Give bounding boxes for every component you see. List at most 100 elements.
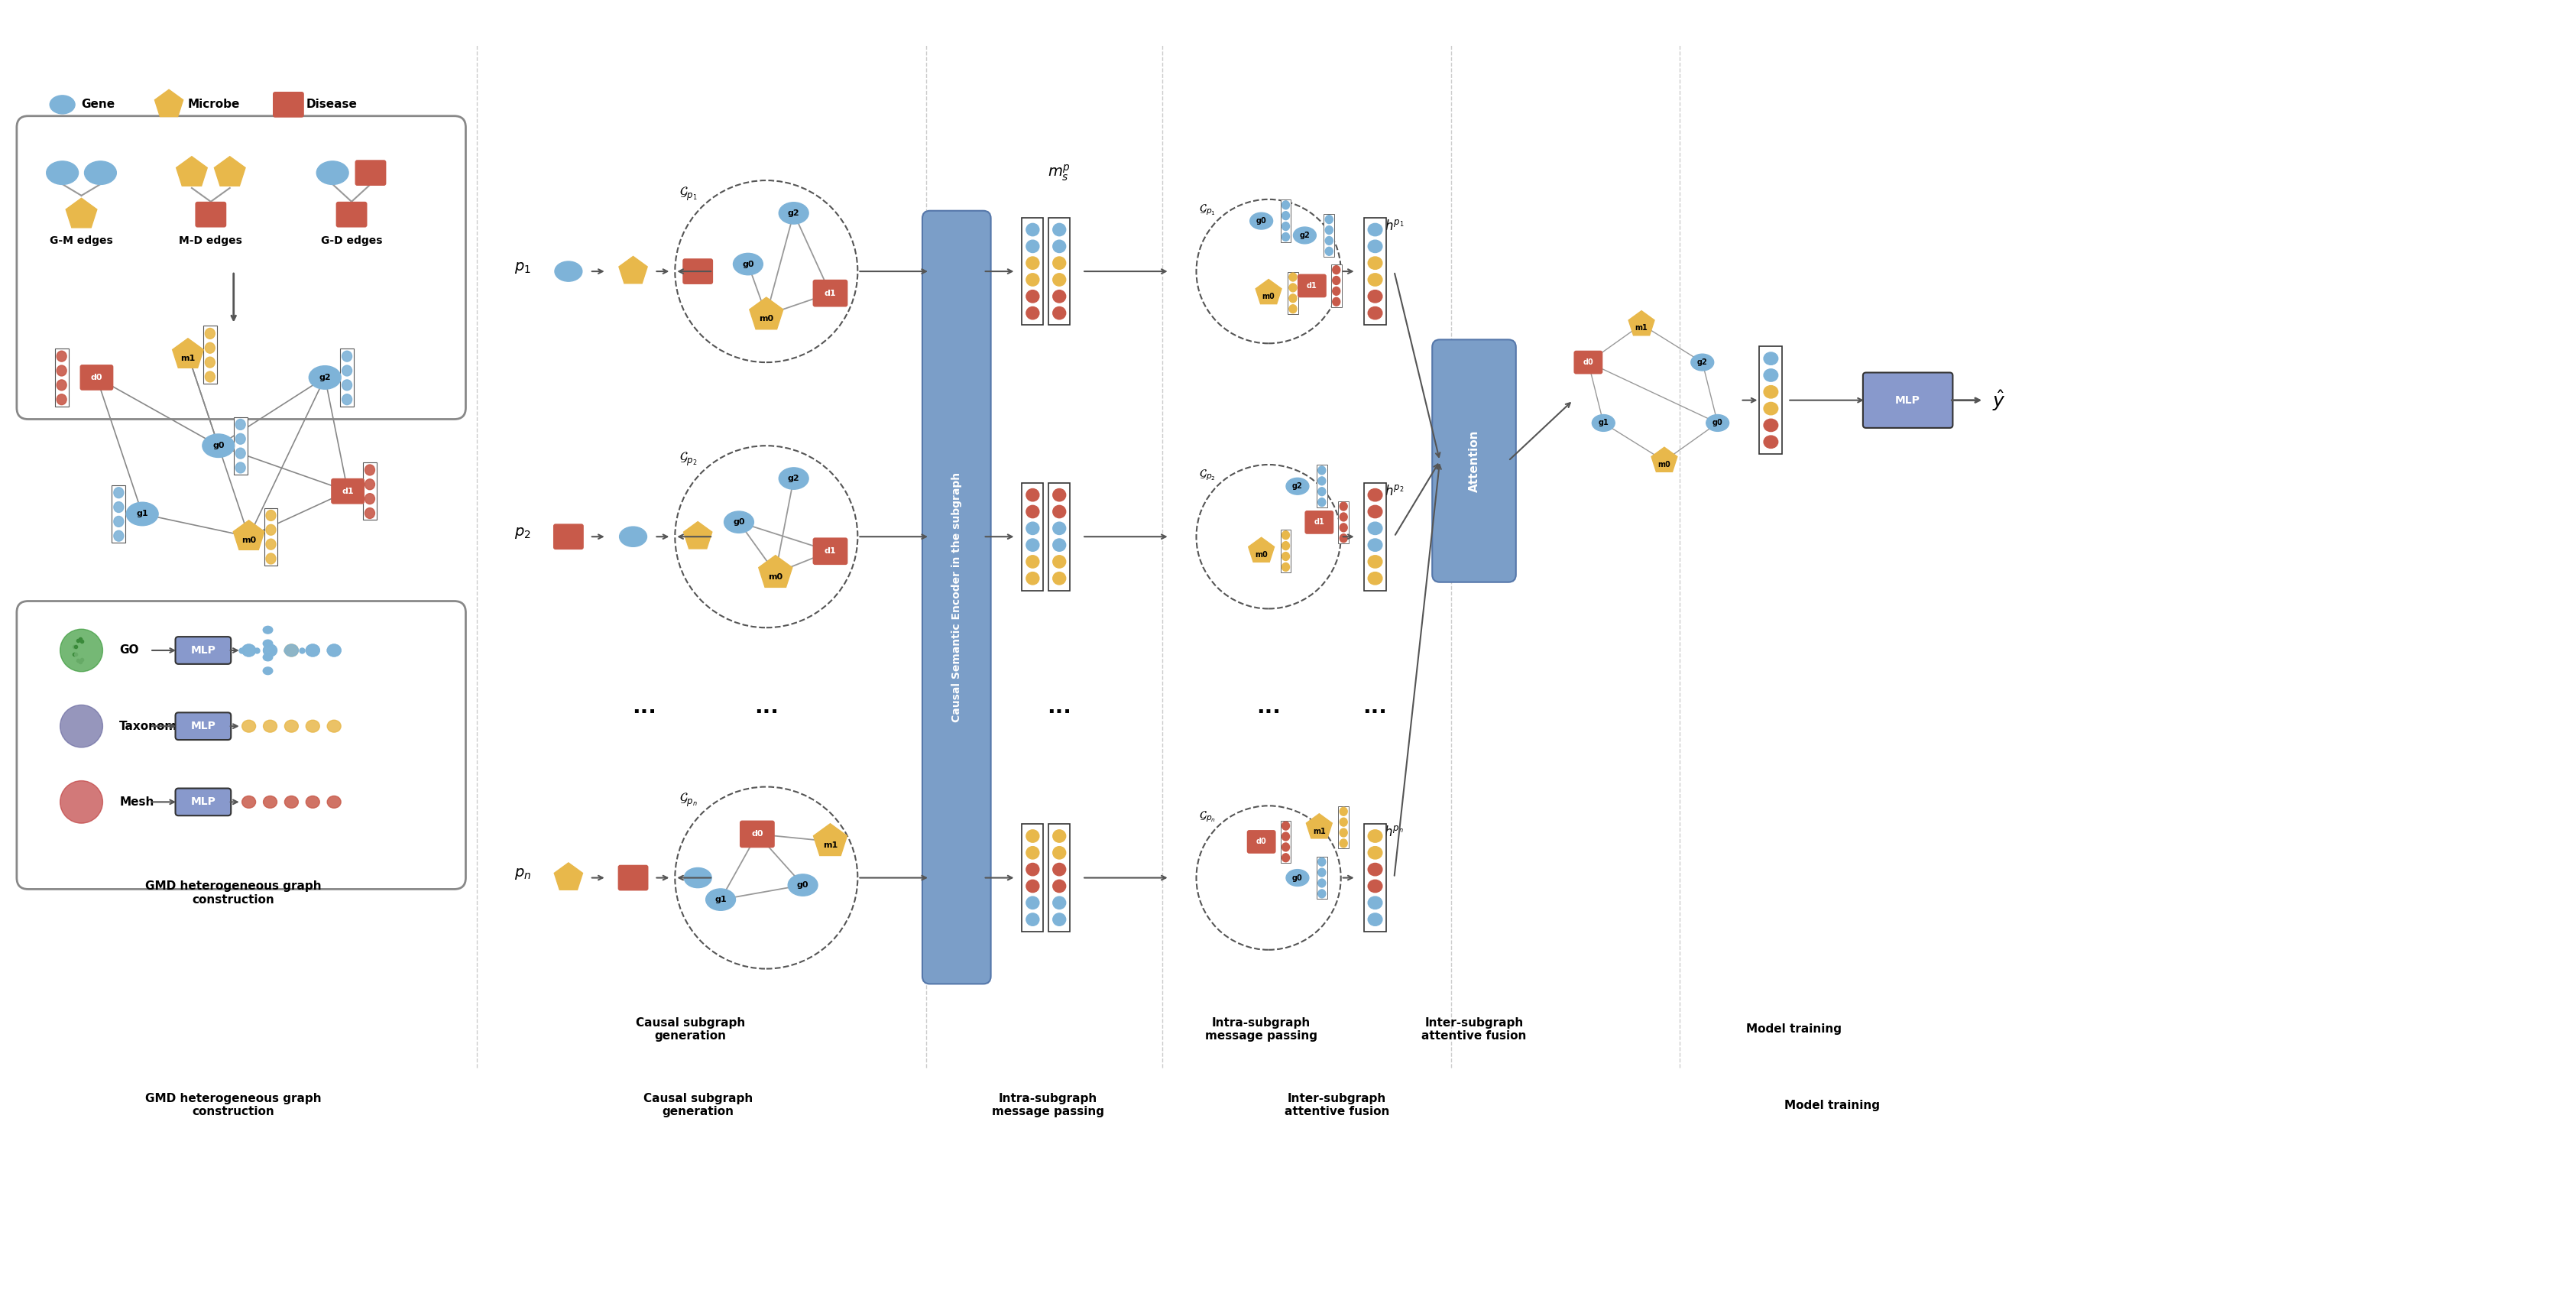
Ellipse shape xyxy=(46,161,77,185)
Text: d0: d0 xyxy=(90,373,103,381)
Ellipse shape xyxy=(1025,273,1038,286)
Text: MLP: MLP xyxy=(191,720,216,732)
Text: Gene: Gene xyxy=(82,99,116,111)
Ellipse shape xyxy=(206,343,214,354)
Text: G: G xyxy=(629,532,636,542)
Ellipse shape xyxy=(554,261,582,281)
Ellipse shape xyxy=(366,508,374,519)
Bar xyxy=(1280,530,1291,572)
Text: m0: m0 xyxy=(1659,460,1672,468)
Ellipse shape xyxy=(1319,477,1327,485)
Ellipse shape xyxy=(113,502,124,512)
Ellipse shape xyxy=(1765,402,1777,415)
FancyBboxPatch shape xyxy=(1862,373,1953,428)
Text: GO: GO xyxy=(118,645,139,656)
Ellipse shape xyxy=(234,463,245,473)
FancyBboxPatch shape xyxy=(1247,829,1275,854)
Ellipse shape xyxy=(1054,257,1066,269)
Polygon shape xyxy=(1628,311,1654,335)
Text: m1: m1 xyxy=(822,841,837,849)
Ellipse shape xyxy=(1368,224,1383,235)
Ellipse shape xyxy=(1025,846,1038,859)
Ellipse shape xyxy=(1340,534,1347,542)
Ellipse shape xyxy=(1025,290,1038,303)
Ellipse shape xyxy=(1054,846,1066,859)
Ellipse shape xyxy=(1025,523,1038,534)
Text: g0: g0 xyxy=(734,519,744,527)
Text: g0: g0 xyxy=(796,881,809,889)
Ellipse shape xyxy=(1319,879,1327,888)
Ellipse shape xyxy=(1340,818,1347,827)
Ellipse shape xyxy=(618,527,647,547)
Ellipse shape xyxy=(1054,829,1066,842)
Ellipse shape xyxy=(1025,897,1038,909)
Ellipse shape xyxy=(1340,828,1347,837)
FancyBboxPatch shape xyxy=(1303,511,1334,534)
FancyBboxPatch shape xyxy=(1363,824,1386,932)
Ellipse shape xyxy=(788,874,817,896)
Ellipse shape xyxy=(263,667,273,675)
Polygon shape xyxy=(683,521,711,549)
Ellipse shape xyxy=(366,494,374,504)
Text: Causal subgraph
generation: Causal subgraph generation xyxy=(636,1017,744,1041)
Ellipse shape xyxy=(307,645,319,656)
Ellipse shape xyxy=(1025,506,1038,517)
Ellipse shape xyxy=(1025,913,1038,926)
Ellipse shape xyxy=(1054,307,1066,320)
Bar xyxy=(1337,500,1350,543)
FancyBboxPatch shape xyxy=(1048,482,1069,590)
Ellipse shape xyxy=(113,516,124,527)
Text: d1: d1 xyxy=(1306,282,1316,290)
Text: M: M xyxy=(629,269,639,280)
Ellipse shape xyxy=(49,95,75,114)
Text: ...: ... xyxy=(1257,697,1280,718)
Bar xyxy=(1316,857,1327,900)
Text: ...: ... xyxy=(1363,697,1388,718)
Ellipse shape xyxy=(343,365,353,376)
FancyBboxPatch shape xyxy=(1363,217,1386,325)
Bar xyxy=(1280,820,1291,863)
Text: m1: m1 xyxy=(1314,827,1327,835)
Ellipse shape xyxy=(85,161,116,185)
Text: G: G xyxy=(564,266,572,277)
Text: $\mathcal{G}_{p_n}$: $\mathcal{G}_{p_n}$ xyxy=(680,792,698,809)
Polygon shape xyxy=(1249,537,1275,562)
Text: $\mathcal{G}_{p_n}$: $\mathcal{G}_{p_n}$ xyxy=(1198,810,1216,824)
Ellipse shape xyxy=(1025,538,1038,551)
Ellipse shape xyxy=(1054,489,1066,502)
Ellipse shape xyxy=(343,380,353,390)
Ellipse shape xyxy=(724,511,755,533)
Ellipse shape xyxy=(263,627,273,633)
Ellipse shape xyxy=(1368,273,1383,286)
Ellipse shape xyxy=(265,540,276,550)
Ellipse shape xyxy=(1368,257,1383,269)
Ellipse shape xyxy=(1054,273,1066,286)
Text: d0: d0 xyxy=(752,831,762,838)
Ellipse shape xyxy=(1319,858,1327,866)
FancyBboxPatch shape xyxy=(1023,482,1043,590)
Bar xyxy=(1332,264,1342,307)
Text: Causal Semantic Encoder in the subgraph: Causal Semantic Encoder in the subgraph xyxy=(951,472,961,723)
Ellipse shape xyxy=(1025,224,1038,235)
Bar xyxy=(111,485,126,542)
Bar xyxy=(204,326,216,383)
Text: g2: g2 xyxy=(788,474,799,482)
Ellipse shape xyxy=(1340,807,1347,815)
Text: Intra-subgraph
message passing: Intra-subgraph message passing xyxy=(992,1093,1105,1118)
Ellipse shape xyxy=(1054,224,1066,235)
FancyBboxPatch shape xyxy=(1023,217,1043,325)
Ellipse shape xyxy=(1054,555,1066,568)
Ellipse shape xyxy=(1368,555,1383,568)
Text: g2: g2 xyxy=(1698,359,1708,367)
Ellipse shape xyxy=(706,889,737,910)
Ellipse shape xyxy=(1054,913,1066,926)
Ellipse shape xyxy=(206,358,214,368)
FancyBboxPatch shape xyxy=(175,712,232,740)
Ellipse shape xyxy=(283,645,299,656)
Text: $\hat{y}$: $\hat{y}$ xyxy=(1991,389,2007,412)
Ellipse shape xyxy=(1368,538,1383,551)
Ellipse shape xyxy=(1025,880,1038,892)
Polygon shape xyxy=(173,338,204,368)
Ellipse shape xyxy=(1288,283,1296,291)
Ellipse shape xyxy=(1283,542,1291,550)
